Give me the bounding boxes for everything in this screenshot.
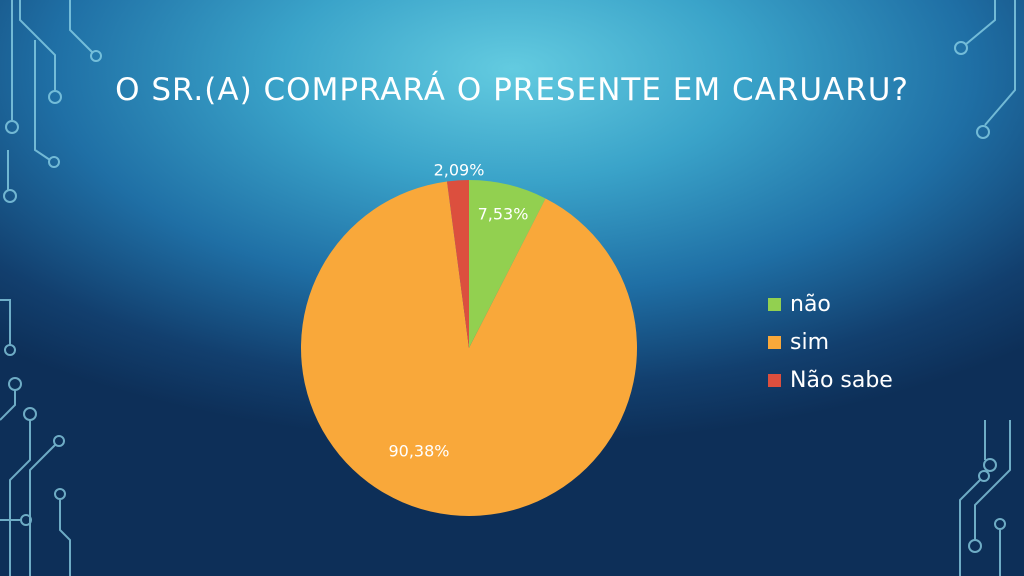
legend-swatch-nao [768,297,781,311]
data-label-nao: 7,53% [478,205,529,224]
pie-slice-nao [469,180,546,348]
legend-item-nao-sabe: Não sabe [768,364,893,396]
legend-label-nao: não [790,291,831,317]
chart-legend: não sim Não sabe [768,288,893,396]
data-label-sim: 90,38% [388,442,449,461]
legend-label-nao-sabe: Não sabe [790,367,893,393]
pie-slice-sim [300,181,637,516]
legend-label-sim: sim [790,329,830,355]
legend-swatch-nao-sabe [768,373,781,387]
pie-slice-nao-sabe [447,180,469,348]
legend-item-sim: sim [768,326,893,358]
legend-swatch-sim [768,335,781,349]
data-label-nao-sabe: 2,09% [434,161,485,180]
legend-item-nao: não [768,288,893,320]
slide-title: O SR.(A) COMPRARÁ O PRESENTE EM CARUARU? [115,72,909,108]
